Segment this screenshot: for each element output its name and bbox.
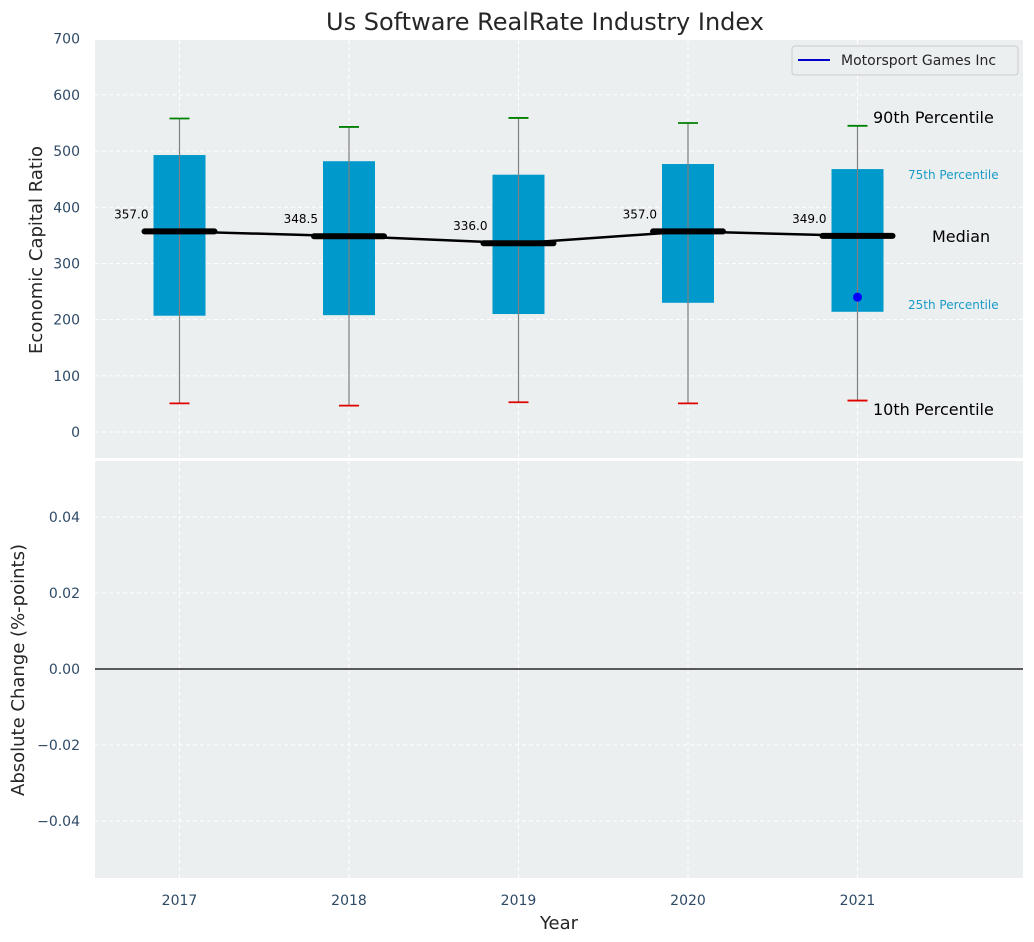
median-value-label: 357.0 <box>114 207 148 221</box>
bottom-y-tick-label: −0.04 <box>37 814 80 830</box>
top-y-axis-label: Economic Capital Ratio <box>26 146 47 354</box>
top-y-tick-label: 600 <box>53 88 80 104</box>
annotation-75th: 75th Percentile <box>908 168 999 182</box>
top-y-tick-label: 500 <box>53 144 80 160</box>
bottom-y-axis-label: Absolute Change (%-points) <box>8 544 29 796</box>
company-points <box>853 292 862 302</box>
chart-title: Us Software RealRate Industry Index <box>326 8 764 36</box>
annotation-median: Median <box>932 227 990 246</box>
median-value-label: 336.0 <box>453 219 487 233</box>
bottom-y-tick-label: 0.04 <box>49 510 80 526</box>
x-axis-label: Year <box>539 913 579 934</box>
box-2017 <box>153 117 206 405</box>
bottom-y-tick-label: 0.02 <box>49 586 80 602</box>
box-2021 <box>831 124 884 402</box>
percentile-annotations: 90th Percentile 75th Percentile Median 2… <box>873 108 999 419</box>
x-tick-label: 2021 <box>840 893 876 909</box>
bottom-y-ticks: −0.04 −0.02 0.00 0.02 0.04 <box>37 510 80 830</box>
median-value-label: 349.0 <box>792 212 826 226</box>
median-line-group: 357.0 348.5 336.0 357.0 349.0 <box>114 207 896 247</box>
x-tick-label: 2020 <box>670 893 706 909</box>
top-y-ticks: 0 100 200 300 400 500 600 700 <box>53 32 80 441</box>
top-y-tick-label: 200 <box>53 313 80 329</box>
x-tick-label: 2019 <box>501 893 537 909</box>
x-tick-label: 2017 <box>162 893 198 909</box>
annotation-90th: 90th Percentile <box>873 108 994 127</box>
top-grid <box>95 38 1023 458</box>
top-y-tick-label: 700 <box>53 32 80 48</box>
annotation-25th: 25th Percentile <box>908 298 999 312</box>
annotation-10th: 10th Percentile <box>873 400 994 419</box>
median-value-label: 348.5 <box>284 212 318 226</box>
top-y-tick-label: 300 <box>53 256 80 272</box>
company-point <box>853 292 862 302</box>
top-y-tick-label: 100 <box>53 369 80 385</box>
bottom-panel: −0.04 −0.02 0.00 0.02 0.04 Absolute Change (… <box>8 461 1023 878</box>
legend-label: Motorsport Games Inc <box>841 53 996 69</box>
x-ticks: 2017 2018 2019 2020 2021 <box>162 893 876 909</box>
legend: Motorsport Games Inc <box>791 45 1019 76</box>
legend-box <box>791 45 1019 76</box>
top-y-tick-label: 400 <box>53 200 80 216</box>
x-tick-label: 2018 <box>331 893 367 909</box>
median-value-label: 357.0 <box>623 207 657 221</box>
top-y-tick-label: 0 <box>71 425 80 441</box>
bottom-y-tick-label: −0.02 <box>37 738 80 754</box>
top-plot-area <box>95 40 1023 458</box>
bottom-y-tick-label: 0.00 <box>49 662 80 678</box>
